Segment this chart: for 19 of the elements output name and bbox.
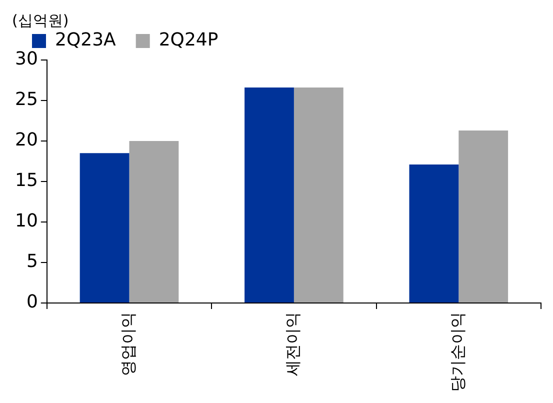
- bar: [80, 153, 130, 302]
- x-tick-label: 당기순이익: [448, 312, 467, 392]
- y-tick-label: 30: [15, 48, 38, 70]
- legend-label: 2Q24P: [158, 30, 218, 51]
- y-axis-title: (십억원): [12, 11, 69, 30]
- x-tick-label: 영업이익: [118, 312, 138, 376]
- bar: [129, 141, 179, 302]
- y-tick-label: 25: [15, 89, 38, 110]
- y-tick-label: 10: [15, 210, 38, 232]
- bar: [458, 130, 508, 302]
- y-tick-label: 5: [26, 251, 38, 272]
- bar: [244, 88, 294, 302]
- x-tick-label: 세전이익: [283, 312, 302, 376]
- bar: [409, 164, 459, 302]
- legend-label: 2Q23A: [55, 30, 117, 51]
- bar: [294, 88, 344, 302]
- y-tick-label: 15: [15, 170, 38, 192]
- y-tick-label: 0: [26, 292, 38, 313]
- y-tick-label: 20: [15, 130, 38, 151]
